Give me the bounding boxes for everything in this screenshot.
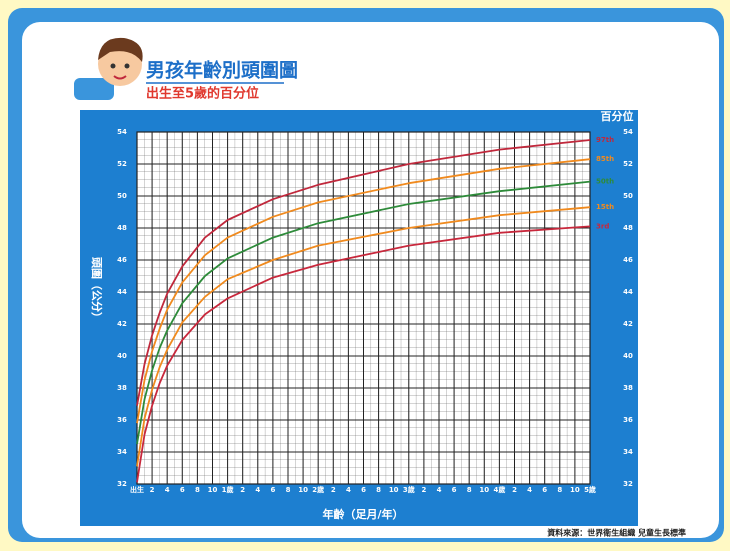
x-tick-label: 8 xyxy=(557,486,562,494)
x-tick-label: 6 xyxy=(180,486,185,494)
x-tick-label: 10 xyxy=(389,486,399,494)
y-tick-label: 42 xyxy=(117,320,127,328)
x-tick-label: 3歲 xyxy=(403,485,415,494)
x-axis-label: 年齡（足月/年） xyxy=(322,507,403,521)
x-tick-label: 6 xyxy=(361,486,366,494)
x-tick-label: 6 xyxy=(542,486,547,494)
boy-illustration xyxy=(74,37,143,100)
x-tick-label: 4 xyxy=(346,486,351,494)
series-line xyxy=(136,139,591,406)
chart-subtitle: 出生至5歲的百分位 xyxy=(146,86,259,102)
y-tick-label: 40 xyxy=(117,352,127,360)
y2-tick-label: 44 xyxy=(623,288,633,296)
y2-tick-label: 32 xyxy=(623,480,633,488)
y-tick-label: 46 xyxy=(117,256,127,264)
y-tick-label: 34 xyxy=(117,448,127,456)
x-tick-label: 2 xyxy=(150,486,155,494)
y2-tick-label: 48 xyxy=(623,224,633,232)
x-tick-label: 4 xyxy=(437,486,442,494)
series-line xyxy=(136,206,591,467)
x-tick-label: 2 xyxy=(240,486,245,494)
series-line xyxy=(136,180,591,445)
chart-title: 男孩年齡別頭圍圖 xyxy=(146,59,298,82)
series-line xyxy=(136,225,591,483)
x-tick-label: 2 xyxy=(331,486,336,494)
y2-tick-label: 34 xyxy=(623,448,633,456)
series-label: 3rd xyxy=(596,222,609,230)
x-tick-label: 4 xyxy=(165,486,170,494)
x-tick-label: 10 xyxy=(570,486,580,494)
y2-tick-label: 36 xyxy=(623,416,633,424)
x-tick-label: 8 xyxy=(286,486,291,494)
series-line xyxy=(136,158,591,424)
y2-tick-label: 52 xyxy=(623,160,633,168)
y2-tick-label: 46 xyxy=(623,256,633,264)
x-tick-label: 出生 xyxy=(130,485,144,494)
y2-tick-label: 40 xyxy=(623,352,633,360)
plot-border xyxy=(136,131,591,485)
x-tick-label: 4歲 xyxy=(493,485,505,494)
y-tick-label: 52 xyxy=(117,160,127,168)
x-tick-label: 4 xyxy=(527,486,532,494)
legend-title: 百分位 xyxy=(601,109,634,123)
x-tick-label: 10 xyxy=(298,486,308,494)
x-tick-label: 8 xyxy=(376,486,381,494)
x-tick-label: 10 xyxy=(479,486,489,494)
x-tick-label: 6 xyxy=(452,486,457,494)
series-label: 15th xyxy=(596,203,614,211)
x-tick-label: 2 xyxy=(512,486,517,494)
x-tick-label: 1歲 xyxy=(222,485,234,494)
series-label: 50th xyxy=(596,178,614,186)
y2-tick-label: 50 xyxy=(623,192,633,200)
y-tick-label: 50 xyxy=(117,192,127,200)
x-tick-label: 5歲 xyxy=(584,485,596,494)
y-tick-label: 44 xyxy=(117,288,127,296)
y-tick-label: 32 xyxy=(117,480,127,488)
x-tick-label: 2歲 xyxy=(312,485,324,494)
x-tick-label: 6 xyxy=(270,486,275,494)
source-note: 資料來源：世界衛生組織 兒童生長標準 xyxy=(547,528,686,538)
y-axis-label: 頭圍（公分） xyxy=(90,257,104,323)
x-tick-label: 10 xyxy=(208,486,218,494)
x-tick-label: 8 xyxy=(195,486,200,494)
y-tick-label: 36 xyxy=(117,416,127,424)
y2-tick-label: 38 xyxy=(623,384,633,392)
series-label: 85th xyxy=(596,155,614,163)
y-tick-label: 48 xyxy=(117,224,127,232)
x-tick-label: 4 xyxy=(255,486,260,494)
y-tick-label: 54 xyxy=(117,128,127,136)
y-tick-label: 38 xyxy=(117,384,127,392)
y2-tick-label: 42 xyxy=(623,320,633,328)
x-tick-label: 2 xyxy=(421,486,426,494)
x-tick-label: 8 xyxy=(467,486,472,494)
series-label: 97th xyxy=(596,136,614,144)
y2-tick-label: 54 xyxy=(623,128,633,136)
